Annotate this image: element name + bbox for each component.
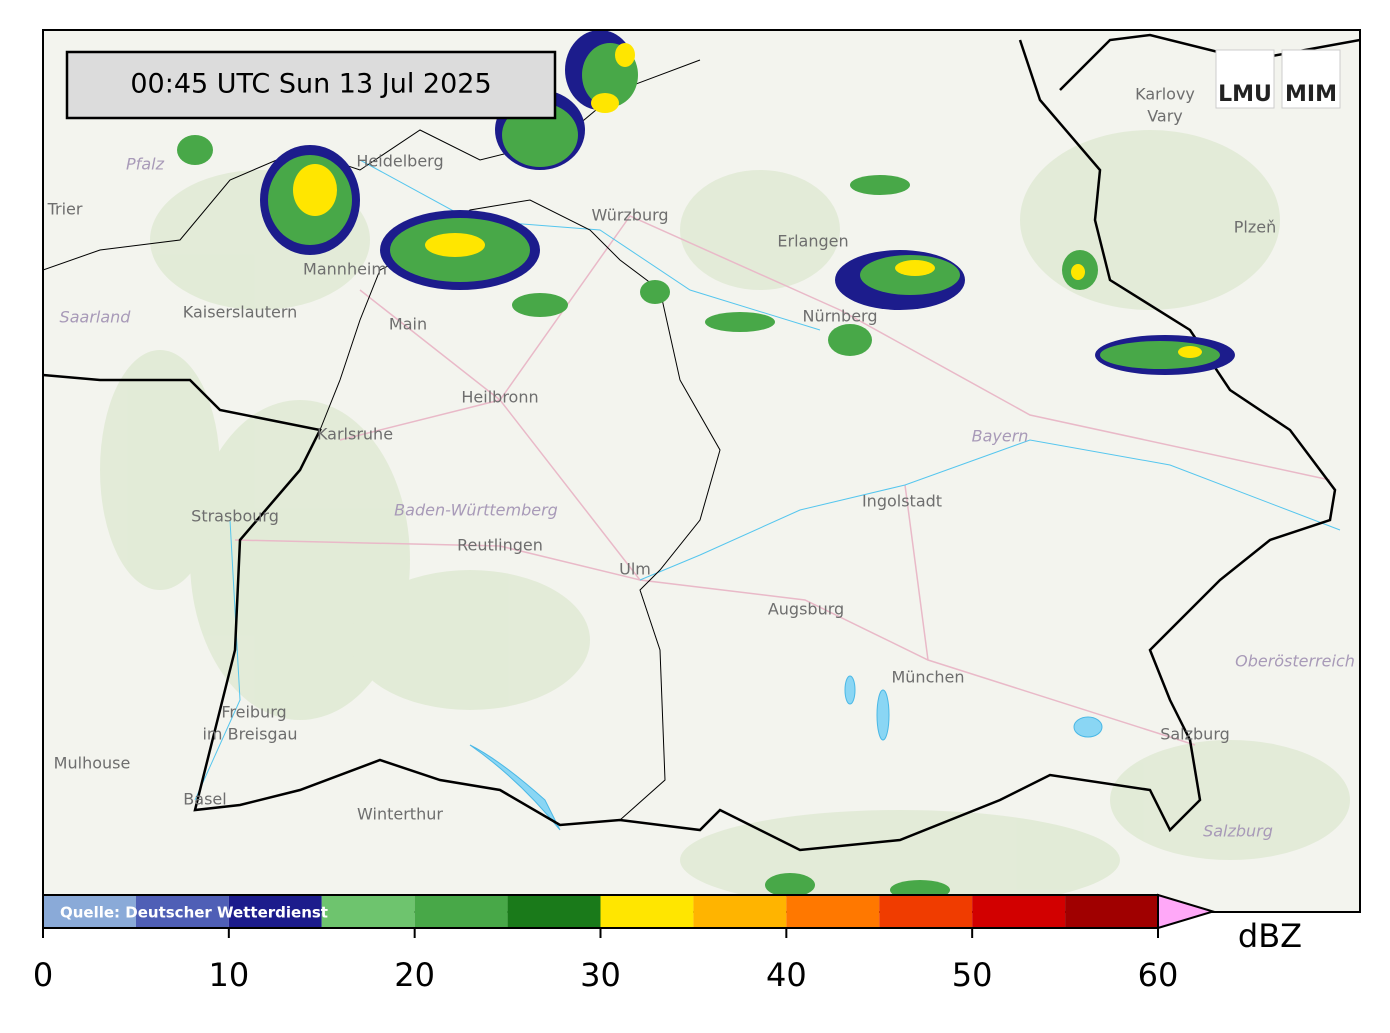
colorbar-bin (600, 895, 694, 928)
place-label: Ingolstadt (862, 492, 942, 511)
lake (1073, 716, 1103, 738)
place-label: Heidelberg (356, 152, 443, 171)
region-label: Oberösterreich (1235, 652, 1355, 671)
colorbar-tick-label: 0 (33, 956, 53, 994)
place-label: München (891, 668, 964, 687)
place-label: Mannheim (303, 260, 387, 279)
colorbar: 0 10 20 30 40 50 60 (33, 893, 1217, 994)
colorbar-bin (693, 895, 787, 928)
colorbar-bin (228, 895, 322, 928)
place-label: Trier (47, 200, 83, 219)
timestamp: 00:45 UTC Sun 13 Jul 2025 (130, 69, 491, 100)
colorbar-bin (1065, 895, 1158, 928)
place-label: Ulm (619, 560, 651, 579)
place-label: Karlovy (1135, 85, 1195, 104)
place-label: Strasbourg (191, 507, 279, 526)
place-label: Mulhouse (54, 754, 131, 773)
region-label: Salzburg (1203, 822, 1273, 841)
colorbar-bin (879, 895, 973, 928)
source-credit: Quelle: Deutscher Wetterdienst (60, 904, 328, 922)
lake (469, 744, 561, 831)
lake (876, 689, 890, 741)
place-label: Karlsruhe (317, 425, 393, 444)
place-label: Nürnberg (803, 307, 878, 326)
place-labels: Karlovy Vary Trier Kaiserslautern Mannheim He… (47, 85, 1355, 841)
radar-echoes (177, 30, 1235, 900)
logo: MIM (1285, 82, 1337, 107)
colorbar-unit: dBZ (1238, 917, 1302, 955)
colorbar-bin (972, 895, 1066, 928)
place-label: Plzeň (1234, 218, 1276, 237)
colorbar-bin (507, 895, 601, 928)
place-label: Winterthur (357, 805, 443, 824)
logo: LMU (1218, 82, 1272, 107)
colorbar-bin (321, 895, 415, 928)
place-label: Kaiserslautern (183, 303, 298, 322)
logo-box (1281, 49, 1341, 109)
place-label: im Breisgau (202, 725, 297, 744)
roads (234, 215, 1331, 746)
colorbar-bin (414, 895, 508, 928)
rivers (194, 159, 1341, 801)
colorbar-bin (43, 895, 136, 928)
colorbar-tick-label: 40 (766, 956, 807, 994)
colorbar-bin (135, 895, 229, 928)
place-label: Heilbronn (461, 388, 538, 407)
place-label: Reutlingen (457, 536, 543, 555)
colorbar-bin (786, 895, 880, 928)
place-label: Augsburg (768, 600, 844, 619)
colorbar-tick-label: 50 (952, 956, 993, 994)
place-label: Main (389, 315, 427, 334)
place-label: Salzburg (1160, 725, 1230, 744)
region-label: Saarland (60, 308, 132, 327)
colorbar-tick-label: 10 (208, 956, 249, 994)
colorbar-tick-label: 20 (394, 956, 435, 994)
place-label: Freiburg (221, 703, 286, 722)
colorbar-tick-label: 60 (1138, 956, 1179, 994)
logo-box (1215, 49, 1275, 109)
place-label: Würzburg (591, 206, 668, 225)
region-label: Pfalz (126, 155, 165, 174)
region-label: Baden-Württemberg (394, 501, 558, 520)
lake (844, 675, 856, 705)
place-label: Basel (183, 790, 226, 809)
colorbar-tick-label: 30 (580, 956, 621, 994)
region-label: Bayern (972, 427, 1029, 446)
place-label: Vary (1147, 107, 1183, 126)
place-label: Erlangen (777, 232, 848, 251)
timestamp-box (65, 50, 557, 120)
map: Karlovy Vary Trier Kaiserslautern Mannheim He… (43, 30, 1360, 912)
